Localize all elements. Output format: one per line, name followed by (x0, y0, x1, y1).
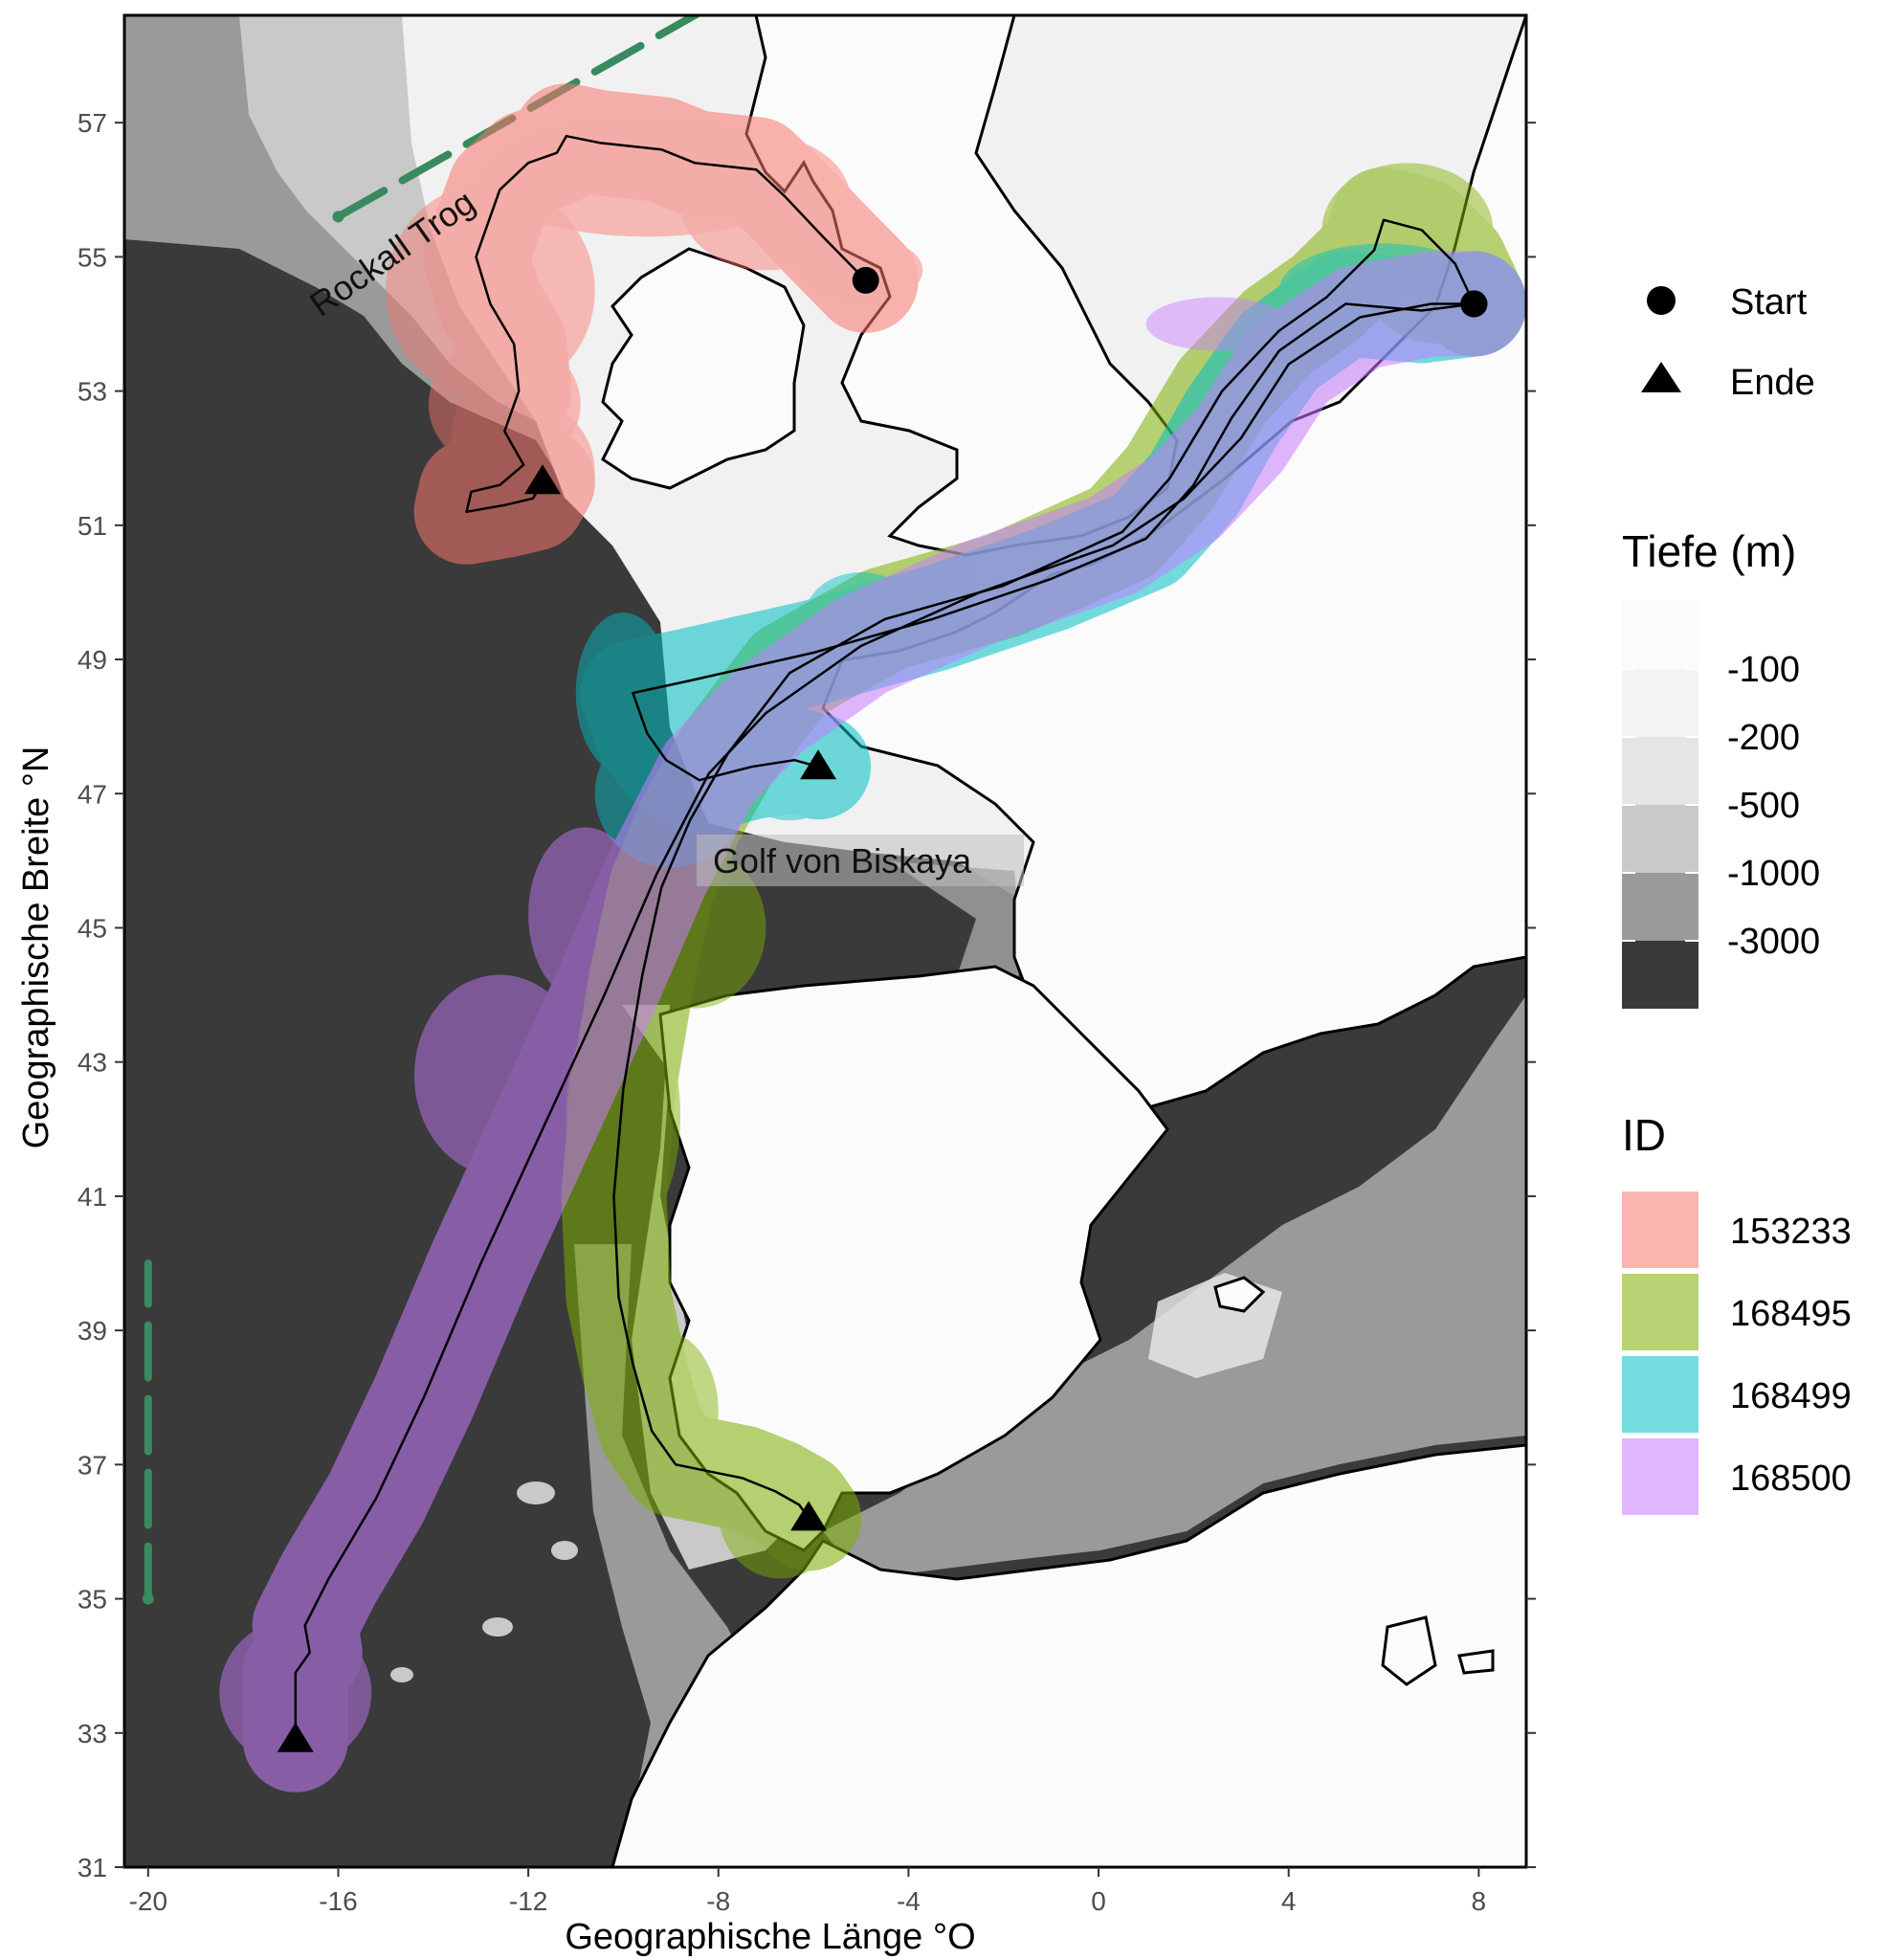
x-tick-label: -16 (319, 1886, 357, 1916)
x-tick-label: 8 (1472, 1886, 1487, 1916)
end-label: Ende (1730, 363, 1815, 403)
seamount (482, 1617, 513, 1637)
depth-swatch (1622, 601, 1698, 669)
track-lines (294, 134, 1476, 1740)
x-tick-label: -12 (509, 1886, 547, 1916)
y-tick-label: 47 (78, 779, 107, 809)
end-marker-key (1641, 362, 1681, 392)
land-iberia (658, 965, 1169, 1552)
start-label: Start (1730, 282, 1808, 323)
land-sicily (1457, 1649, 1495, 1675)
y-tick-label: 35 (78, 1585, 107, 1615)
end-marker (790, 1501, 828, 1531)
dashed-line-endpoint (332, 211, 344, 223)
end-marker (800, 749, 837, 780)
y-axis: 31 33 35 37 39 41 43 45 47 49 51 53 55 57 (78, 108, 124, 1882)
depth-swatch (1622, 737, 1698, 805)
land-balearic (1213, 1276, 1266, 1313)
range-blob (386, 183, 595, 398)
biscay-label-bg (697, 835, 1024, 886)
range-blob (718, 1444, 842, 1579)
depth-label: -3000 (1727, 922, 1820, 962)
shape-legend: Start Ende (1641, 282, 1815, 403)
depth-label: -100 (1727, 650, 1800, 690)
start-marker-key (1647, 286, 1676, 315)
map-panel: Rockall Trog Golf von Biskaya (124, 15, 1526, 1867)
y-tick-label: 55 (78, 242, 107, 272)
id-swatch (1622, 1192, 1698, 1268)
range-blob (480, 116, 814, 237)
end-marker (277, 1722, 314, 1752)
y-tick-label: 43 (78, 1048, 107, 1078)
depth-swatch (1622, 873, 1698, 941)
track-168499 (632, 302, 1475, 782)
x-tick-label: 4 (1281, 1886, 1297, 1916)
range-blob (575, 1195, 672, 1398)
range-blob (604, 1330, 719, 1492)
depth-swatch (1622, 941, 1698, 1009)
id-label: 168500 (1730, 1459, 1852, 1499)
y-axis-title: Geographische Breite °N (16, 746, 56, 1149)
id-legend-items: 153233 168495 168499 168500 (1622, 1192, 1852, 1515)
seamount (390, 1667, 413, 1682)
y-tick-label: 41 (78, 1182, 107, 1212)
id-label: 168495 (1730, 1294, 1852, 1334)
range-blob (680, 136, 852, 271)
start-marker (852, 266, 879, 294)
id-swatch (1622, 1356, 1698, 1433)
land-ireland (601, 247, 806, 490)
id-swatch (1622, 1438, 1698, 1515)
panel-border (122, 13, 1528, 1869)
depth-label: -500 (1727, 786, 1800, 826)
y-tick-label: 33 (78, 1719, 107, 1748)
end-marker (524, 464, 562, 495)
range-blob (413, 974, 586, 1176)
y-tick-label: 51 (78, 511, 107, 541)
range-blob (442, 397, 595, 546)
land-sardinia (1381, 1615, 1437, 1686)
y-tick-label: 49 (78, 645, 107, 675)
id-label: 153233 (1730, 1212, 1852, 1252)
track-markers (277, 266, 1488, 1752)
seamount (517, 1481, 555, 1504)
seamount (551, 1541, 578, 1560)
biscay-label: Golf von Biskaya (713, 841, 972, 880)
range-blob (528, 827, 643, 1002)
x-tick-label: 0 (1091, 1886, 1106, 1916)
range-blob (428, 337, 581, 472)
seamounts (390, 1481, 578, 1682)
depth-legend: Tiefe (m) -100 -200 -500 -1000 -3000 (1622, 526, 1820, 1009)
dashed-line-endpoint (142, 1592, 154, 1605)
y-tick-label: 31 (78, 1853, 107, 1882)
id-legend: ID 153233 168495 168499 168500 (1622, 1110, 1852, 1515)
id-label: 168499 (1730, 1376, 1852, 1416)
depth-swatches (1622, 601, 1698, 1009)
y-tick-label: 45 (78, 913, 107, 943)
x-tick-label: -8 (706, 1886, 730, 1916)
depth-swatch (1622, 805, 1698, 873)
y-tick-label: 37 (78, 1450, 107, 1480)
y-tick-label: 39 (78, 1316, 107, 1346)
id-legend-title: ID (1622, 1110, 1666, 1160)
x-tick-label: -20 (129, 1886, 167, 1916)
depth-legend-title: Tiefe (m) (1622, 526, 1796, 576)
y-axis-right-ticks (1526, 122, 1536, 1868)
y-tick-label: 57 (78, 108, 107, 138)
x-axis: -20 -16 -12 -8 -4 0 4 8 (129, 1867, 1487, 1916)
x-axis-title: Geographische Länge °O (565, 1917, 975, 1957)
id-swatch (1622, 1274, 1698, 1350)
depth-labels: -100 -200 -500 -1000 -3000 (1622, 650, 1820, 962)
track-168500 (294, 302, 1475, 1740)
depth-label: -200 (1727, 718, 1800, 758)
depth-label: -1000 (1727, 854, 1820, 894)
x-tick-label: -4 (897, 1886, 921, 1916)
y-tick-label: 53 (78, 377, 107, 407)
depth-swatch (1622, 669, 1698, 737)
track-153233 (465, 134, 867, 514)
start-marker (1460, 290, 1488, 318)
range-blob (1145, 297, 1289, 351)
